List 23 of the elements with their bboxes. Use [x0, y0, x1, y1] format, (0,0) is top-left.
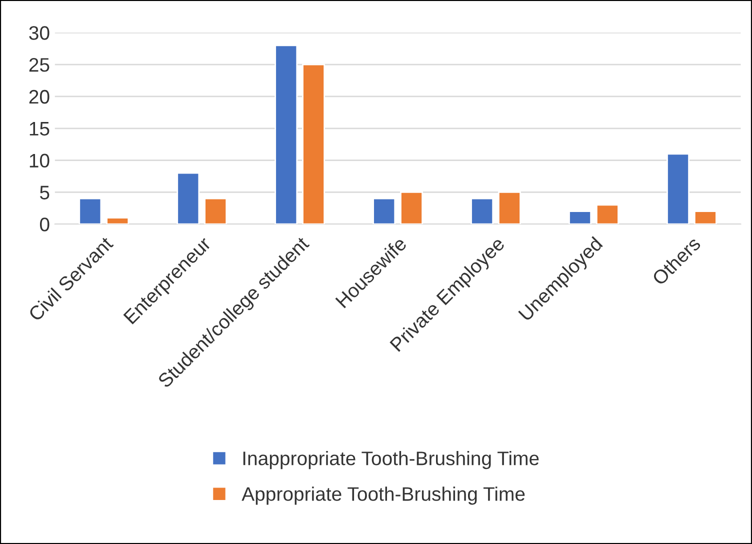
bar: [470, 198, 494, 224]
y-tick-label: 25: [29, 58, 50, 72]
bar: [106, 217, 130, 224]
y-tick-label: 10: [30, 154, 50, 168]
bar: [372, 198, 396, 224]
y-tick-label: 0: [40, 218, 50, 232]
bar: [302, 64, 326, 224]
y-tick-label: 15: [30, 122, 50, 136]
legend-label: Appropriate Tooth-Brushing Time: [242, 486, 525, 505]
bar: [568, 210, 592, 224]
bar: [78, 198, 102, 224]
y-tick-label: 5: [40, 186, 50, 200]
y-tick-label: 20: [29, 90, 50, 104]
bar: [596, 204, 619, 224]
bar: [274, 44, 298, 224]
y-tick-label: 30: [29, 26, 50, 40]
bar: [176, 172, 200, 224]
legend-label: Inappropriate Tooth-Brushing Time: [243, 450, 539, 470]
bar: [204, 198, 228, 224]
bar: [694, 210, 717, 224]
bar: [498, 192, 521, 224]
bar: [400, 192, 423, 224]
bar: [666, 153, 690, 224]
